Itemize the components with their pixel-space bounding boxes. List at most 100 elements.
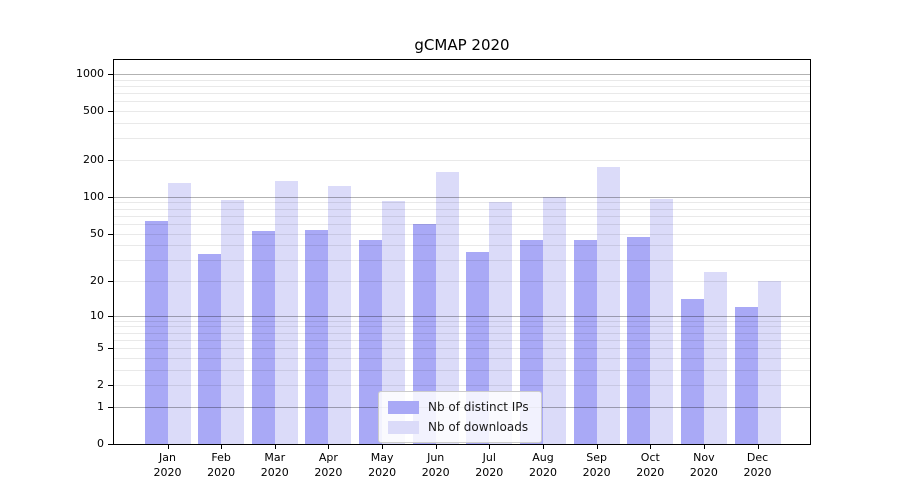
y-tick-mark xyxy=(108,444,113,445)
major-gridline xyxy=(114,196,810,198)
x-tick-label-dec: Dec 2020 xyxy=(734,450,782,480)
minor-gridline xyxy=(114,111,810,113)
y-tick-mark xyxy=(108,348,113,350)
year-label: 2020 xyxy=(207,466,236,479)
y-tick-label: 5 xyxy=(97,341,104,355)
bar-distinct-ips-oct xyxy=(627,236,651,444)
x-tick-mark xyxy=(650,445,652,449)
y-tick-label: 0 xyxy=(97,437,104,450)
minor-gridline xyxy=(114,245,810,247)
month-label: Aug xyxy=(532,451,554,464)
x-tick-label-nov: Nov 2020 xyxy=(680,450,728,480)
year-label: 2020 xyxy=(421,466,450,479)
bar-distinct-ips-dec xyxy=(734,306,758,444)
x-tick-label-aug: Aug 2020 xyxy=(519,450,567,480)
bar-downloads-apr xyxy=(328,186,352,444)
bar-downloads-sep xyxy=(596,166,620,444)
minor-gridline xyxy=(114,160,810,161)
y-tick-mark xyxy=(108,281,113,282)
x-tick-mark xyxy=(435,445,437,449)
month-label: Feb xyxy=(211,451,231,464)
legend-swatch-downloads xyxy=(388,420,419,434)
minor-gridline xyxy=(114,223,810,225)
y-tick-mark xyxy=(108,315,113,317)
month-label: Nov xyxy=(693,451,715,464)
bar-distinct-ips-nov xyxy=(680,299,704,444)
x-tick-mark xyxy=(221,445,223,449)
bar-distinct-ips-sep xyxy=(573,240,597,444)
bar-downloads-aug xyxy=(542,196,566,444)
minor-gridline xyxy=(114,123,810,124)
x-tick-label-may: May 2020 xyxy=(358,450,406,480)
y-tick-label: 10 xyxy=(90,308,104,322)
year-label: 2020 xyxy=(314,466,343,479)
month-label: Dec xyxy=(746,451,769,464)
month-label: Jul xyxy=(482,451,496,464)
bar-downloads-feb xyxy=(221,199,245,444)
y-tick-mark xyxy=(108,111,113,113)
year-label: 2020 xyxy=(743,466,772,479)
month-label: Sep xyxy=(586,451,607,464)
y-tick-label: 500 xyxy=(83,104,104,118)
x-tick-label-jul: Jul 2020 xyxy=(465,450,513,480)
year-label: 2020 xyxy=(153,466,182,479)
x-tick-label-oct: Oct 2020 xyxy=(626,450,674,480)
y-tick-mark xyxy=(108,385,113,387)
y-tick-label: 2 xyxy=(97,378,104,392)
y-tick-label: 200 xyxy=(83,153,104,166)
bar-downloads-jan xyxy=(167,183,191,444)
month-label: Jun xyxy=(427,451,445,464)
plot-area xyxy=(113,59,811,445)
x-tick-mark xyxy=(596,445,598,449)
bar-distinct-ips-may xyxy=(359,240,383,444)
legend-label: Nb of distinct IPs xyxy=(428,400,529,414)
y-tick-mark xyxy=(108,406,113,408)
month-label: Jan xyxy=(159,451,176,464)
year-label: 2020 xyxy=(636,466,665,479)
minor-gridline xyxy=(114,202,810,204)
year-label: 2020 xyxy=(475,466,504,479)
year-label: 2020 xyxy=(260,466,289,479)
y-tick-mark xyxy=(108,196,113,198)
bar-distinct-ips-feb xyxy=(198,253,222,444)
y-tick-label: 20 xyxy=(90,274,104,287)
bar-downloads-jul xyxy=(489,202,513,444)
x-tick-label-feb: Feb 2020 xyxy=(197,450,245,480)
minor-gridline xyxy=(114,138,810,140)
x-tick-label-apr: Apr 2020 xyxy=(304,450,352,480)
x-tick-mark xyxy=(543,445,544,449)
y-tick-label: 1000 xyxy=(76,67,104,80)
y-tick-label: 1 xyxy=(97,399,104,413)
legend-label: Nb of downloads xyxy=(428,420,529,434)
legend-swatch-distinct-ips xyxy=(388,400,419,414)
bar-distinct-ips-jan xyxy=(144,220,168,444)
bar-downloads-oct xyxy=(650,198,674,444)
month-label: Apr xyxy=(318,451,338,464)
year-label: 2020 xyxy=(689,466,718,479)
month-label: May xyxy=(370,451,394,464)
bar-downloads-jun xyxy=(435,171,459,444)
legend-row: Nb of downloads xyxy=(388,417,529,437)
minor-gridline xyxy=(114,79,810,81)
minor-gridline xyxy=(114,215,810,217)
x-tick-mark xyxy=(382,445,384,449)
month-label: Oct xyxy=(640,451,660,464)
bar-downloads-mar xyxy=(274,180,298,444)
x-tick-mark xyxy=(757,445,759,449)
major-gridline xyxy=(114,74,810,75)
x-tick-mark xyxy=(703,445,705,449)
minor-gridline xyxy=(114,208,810,210)
y-tick-mark xyxy=(108,74,113,75)
minor-gridline xyxy=(114,101,810,103)
year-label: 2020 xyxy=(582,466,611,479)
x-tick-label-sep: Sep 2020 xyxy=(573,450,621,480)
bar-distinct-ips-jun xyxy=(412,223,436,444)
month-label: Mar xyxy=(264,451,286,464)
minor-gridline xyxy=(114,86,810,87)
x-tick-label-mar: Mar 2020 xyxy=(251,450,299,480)
chart-title: gCMAP 2020 xyxy=(414,36,510,54)
legend: Nb of distinct IPs Nb of downloads xyxy=(378,391,542,443)
minor-gridline xyxy=(114,93,810,95)
x-tick-label-jan: Jan 2020 xyxy=(144,450,192,480)
